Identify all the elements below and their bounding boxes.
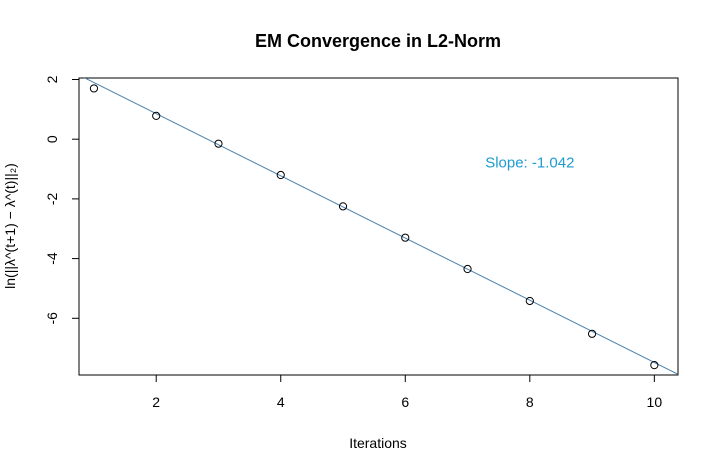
data-point xyxy=(401,233,410,242)
y-axis-label: ln(||λ^(t+1) − λ^(t)||₂) xyxy=(2,163,18,289)
x-tick-label: 2 xyxy=(152,394,160,410)
x-tick-label: 8 xyxy=(526,394,534,410)
data-point xyxy=(525,296,534,306)
x-tick-label: 4 xyxy=(277,394,285,410)
data-point xyxy=(463,264,472,274)
y-tick-label: 0 xyxy=(44,135,60,143)
points-layer xyxy=(89,84,659,370)
slope-annotation: Slope: -1.042 xyxy=(485,155,574,172)
data-point xyxy=(650,361,659,370)
fit-line-layer xyxy=(83,78,678,375)
data-point xyxy=(89,84,99,93)
fit-line xyxy=(83,78,678,375)
x-tick-label: 6 xyxy=(401,394,409,410)
x-tick-label: 10 xyxy=(647,394,663,410)
y-axis: 2 0 -2 -4 -6 xyxy=(44,75,79,325)
data-point xyxy=(152,111,161,121)
x-axis-label: Iterations xyxy=(349,435,407,451)
data-point xyxy=(276,170,285,180)
data-point xyxy=(338,202,348,211)
chart-title: EM Convergence in L2-Norm xyxy=(255,31,501,51)
y-tick-label: 2 xyxy=(44,75,60,83)
x-axis: 2 4 6 8 10 xyxy=(152,375,662,410)
y-tick-label: -4 xyxy=(44,252,60,265)
y-tick-label: -6 xyxy=(44,312,60,325)
data-point xyxy=(214,139,223,148)
data-point xyxy=(587,329,597,338)
plot-frame xyxy=(78,77,679,376)
y-tick-label: -2 xyxy=(44,192,60,205)
